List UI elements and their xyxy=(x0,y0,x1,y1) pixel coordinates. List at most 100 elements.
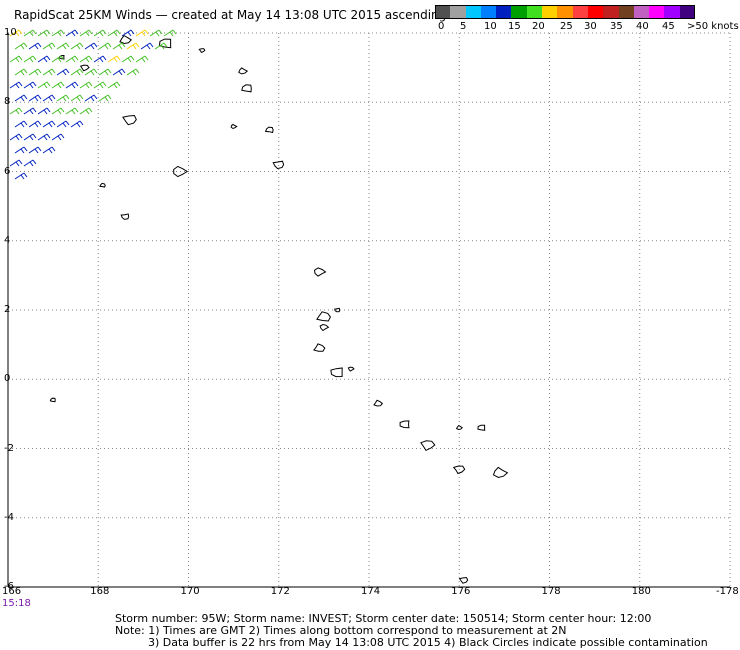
island-outline xyxy=(330,367,343,378)
legend-tick-label: 15 xyxy=(508,21,521,32)
wind-barb xyxy=(65,81,79,89)
wind-barb xyxy=(9,55,23,63)
legend-swatch xyxy=(511,5,528,19)
island-outline xyxy=(49,397,56,403)
island-outline xyxy=(238,67,249,75)
legend-tick-label: 20 xyxy=(532,21,545,32)
x-tick-label: 166 xyxy=(2,586,22,597)
wind-barb xyxy=(65,29,79,37)
wind-barb xyxy=(28,146,42,154)
wind-barb xyxy=(126,42,140,50)
island-outline xyxy=(99,182,106,188)
wind-barb xyxy=(14,68,28,76)
y-tick-label: 8 xyxy=(4,96,11,108)
wind-barb xyxy=(70,68,84,76)
legend-swatch xyxy=(450,5,467,19)
wind-barb xyxy=(37,133,51,141)
wind-barb xyxy=(9,133,23,141)
wind-barb xyxy=(9,29,23,37)
wind-barb xyxy=(51,81,65,89)
wind-barb xyxy=(37,55,51,63)
wind-barb xyxy=(51,107,65,115)
legend-swatch xyxy=(465,5,482,19)
legend-swatch xyxy=(587,5,604,19)
wind-barb xyxy=(28,94,42,102)
x-tick-label: 172 xyxy=(270,586,290,597)
island-outline xyxy=(264,126,274,134)
wind-barb xyxy=(56,42,70,50)
wind-barb xyxy=(14,172,28,180)
wind-barb xyxy=(79,81,93,89)
island-outline xyxy=(458,577,469,584)
wind-barb xyxy=(42,120,56,128)
island-outline xyxy=(313,267,327,277)
footer-line-1: Storm number: 95W; Storm name: INVEST; S… xyxy=(115,612,652,625)
x-tick-label: 176 xyxy=(451,586,471,597)
x-tick-label: 180 xyxy=(631,586,651,597)
wind-barb xyxy=(23,107,37,115)
wind-barb xyxy=(107,55,121,63)
wind-barb xyxy=(37,107,51,115)
footer-line-3: 3) Data buffer is 22 hrs from May 14 13:… xyxy=(148,636,708,649)
wind-barb xyxy=(51,55,65,63)
x-tick-label: 178 xyxy=(541,586,561,597)
legend-swatch xyxy=(496,5,512,19)
wind-barb xyxy=(84,68,98,76)
wind-barb xyxy=(107,81,121,89)
wind-barb xyxy=(112,68,126,76)
wind-barb xyxy=(140,42,154,50)
island-outline xyxy=(452,465,466,475)
wind-barb xyxy=(42,68,56,76)
island-outline xyxy=(158,38,172,49)
wind-barb xyxy=(126,68,140,76)
wind-barb xyxy=(51,29,65,37)
wind-barb xyxy=(14,120,28,128)
wind-barb xyxy=(28,42,42,50)
wind-barb xyxy=(98,42,112,50)
y-tick-label: -4 xyxy=(4,511,14,523)
island-outline xyxy=(455,424,463,431)
legend-tick-label: 10 xyxy=(484,21,497,32)
legend-tick-label: 0 xyxy=(438,21,445,32)
wind-barb xyxy=(65,55,79,63)
legend-tick-label: 5 xyxy=(460,21,467,32)
wind-barb xyxy=(42,94,56,102)
wind-barb xyxy=(84,42,98,50)
island-outline xyxy=(477,424,486,431)
legend-tick-label: 35 xyxy=(610,21,623,32)
legend-swatch xyxy=(572,5,589,19)
legend-border xyxy=(435,5,695,19)
wind-barb xyxy=(84,94,98,102)
island-outline xyxy=(420,440,436,452)
wind-barb xyxy=(135,55,149,63)
wind-barb xyxy=(23,29,37,37)
wind-barb xyxy=(28,68,42,76)
wind-barb xyxy=(56,94,70,102)
island-outline xyxy=(79,64,90,72)
y-tick-label: 6 xyxy=(4,165,11,177)
island-outline xyxy=(399,420,410,429)
legend-swatch xyxy=(679,5,696,19)
island-outline xyxy=(373,399,384,407)
wind-barb xyxy=(121,55,135,63)
legend-swatch xyxy=(649,5,665,19)
wind-barb xyxy=(93,29,107,37)
legend-swatch xyxy=(435,5,451,19)
legend-swatch xyxy=(603,5,620,19)
island-outline xyxy=(173,165,189,178)
legend-tick-label: 30 xyxy=(584,21,597,32)
wind-barb xyxy=(14,94,28,102)
wind-barb xyxy=(70,42,84,50)
wind-barb xyxy=(28,120,42,128)
wind-barb xyxy=(79,107,93,115)
island-outline xyxy=(492,466,509,479)
island-outline xyxy=(122,114,137,126)
wind-barb xyxy=(112,42,126,50)
legend-swatch xyxy=(633,5,650,19)
legend-tick-label: >50 knots xyxy=(687,21,739,32)
y-tick-label: 2 xyxy=(4,304,11,315)
wind-barb xyxy=(14,146,28,154)
wind-barb xyxy=(42,42,56,50)
island-outline xyxy=(347,366,355,372)
